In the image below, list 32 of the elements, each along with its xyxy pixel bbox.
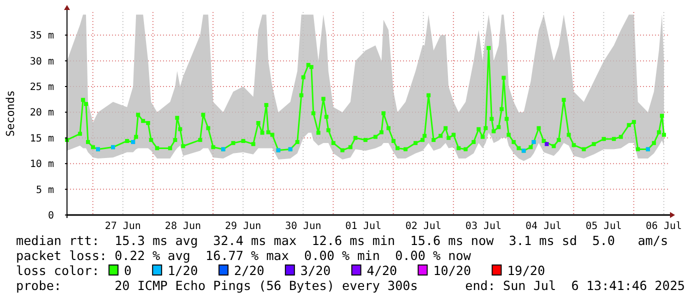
y-axis-title: Seconds <box>4 90 17 137</box>
y-tick-label: 35 m <box>30 30 54 42</box>
y-tick-label: 10 m <box>30 159 54 170</box>
x-tick-label: 02 Jul <box>405 221 442 232</box>
x-tick-label: 30 Jun <box>285 221 322 232</box>
y-tick-label: 0 <box>48 210 54 222</box>
x-tick-label: 27 Jun <box>104 221 141 232</box>
y-tick-label: 5 m <box>36 184 54 196</box>
y-tick-label: 30 m <box>30 56 54 68</box>
legend-title: loss color: <box>16 263 100 278</box>
y-tick-label: 25 m <box>30 82 54 94</box>
legend-label: 2/20 <box>234 263 264 278</box>
legend-label: 19/20 <box>507 263 546 278</box>
legend-label: 1/20 <box>168 263 198 278</box>
x-tick-label: 03 Jul <box>465 221 502 232</box>
legend-label: 3/20 <box>300 263 331 278</box>
x-tick-label: 06 Jul <box>646 221 682 232</box>
text: packet loss: 0.22 % avg 16.77 % max 0.00 % min 0.00 % now <box>16 248 472 263</box>
x-tick-label: 04 Jul <box>526 221 562 232</box>
x-tick-label: 01 Jul <box>345 221 382 232</box>
y-tick-label: 20 m <box>30 108 54 119</box>
x-tick-label: 05 Jul <box>586 221 622 232</box>
legend-label: 0 <box>124 263 132 278</box>
x-tick-label: 29 Jun <box>225 221 262 232</box>
legend-label: 10/20 <box>433 263 472 278</box>
text: median rtt: 15.3 ms avg 32.4 ms max 12.6 ms min 15.6 ms now 3.1 ms sd 5.0 am/s <box>16 233 668 248</box>
x-tick-label: 28 Jun <box>164 221 202 232</box>
y-tick-label: 15 m <box>30 133 54 144</box>
point <box>544 142 549 146</box>
legend-label: 4/20 <box>366 263 398 278</box>
text: probe: 20 ICMP Echo Pings (56 Bytes) every 300s <box>16 278 418 293</box>
text: end: Sun Jul 6 13:41:46 2025 <box>465 278 685 293</box>
